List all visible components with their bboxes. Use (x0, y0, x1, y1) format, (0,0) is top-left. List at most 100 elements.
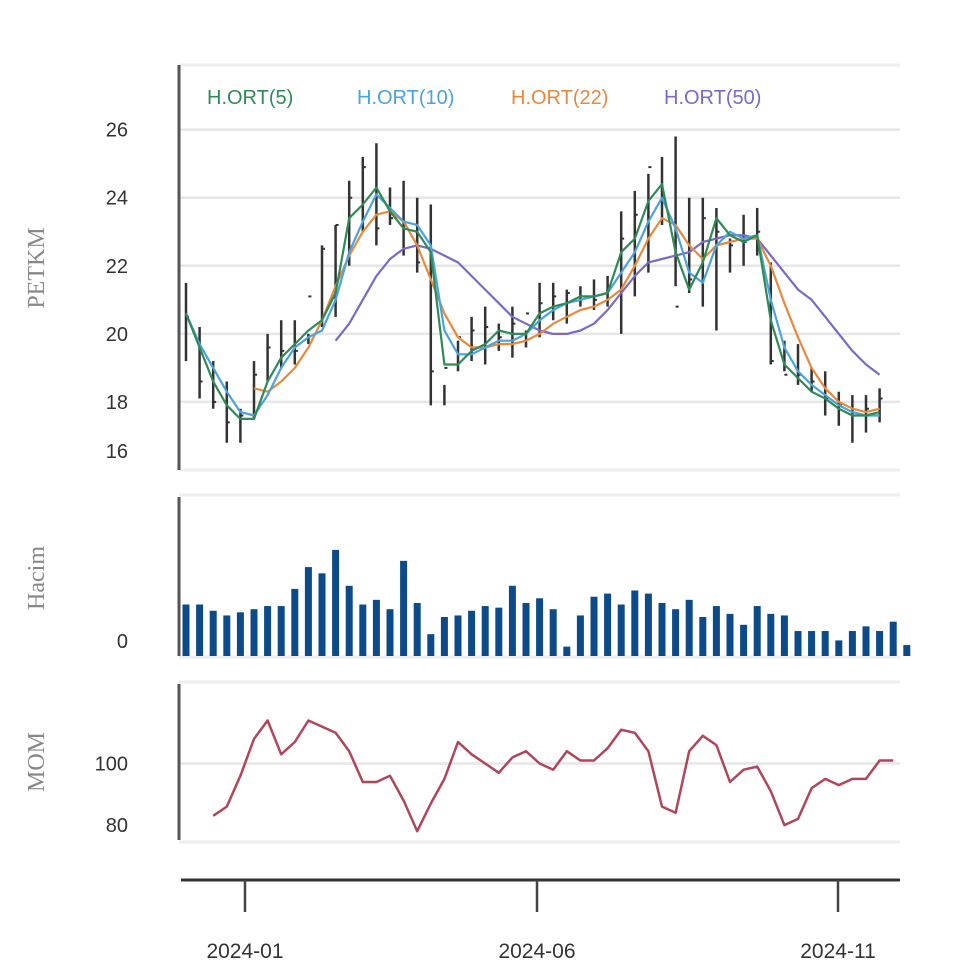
ohlc-bar (429, 204, 434, 406)
ohlc-bar (810, 367, 815, 392)
volume-bar (604, 593, 612, 656)
legend-item-50: H.ORT(50) (664, 87, 761, 109)
ohlc-bar (388, 187, 393, 225)
volume-bar (617, 604, 625, 656)
volume-bar (767, 613, 775, 656)
momentum-axis-title: MOM (24, 732, 50, 792)
volume-bar (264, 606, 272, 656)
ohlc-bar (266, 333, 271, 382)
volume-bar (359, 604, 367, 656)
volume-bar (536, 598, 544, 656)
ohlc-bar (307, 295, 312, 345)
momentum-line (212, 719, 894, 833)
volume-bar (522, 602, 530, 656)
ma-line-10 (184, 193, 880, 417)
volume-bar (712, 606, 720, 656)
ohlc-bar (320, 245, 325, 328)
ohlc-bar (864, 395, 869, 433)
x-tick-label-2024-01: 2024-01 (206, 940, 283, 963)
ohlc-bar (755, 207, 761, 256)
x-tick-label-2024-06: 2024-06 (498, 940, 575, 963)
momentum-y-tick-100: 100 (95, 754, 128, 776)
ohlc-bar (497, 323, 502, 351)
volume-bar (685, 599, 693, 656)
ohlc-bar (674, 136, 679, 308)
volume-bar (318, 573, 326, 656)
ohlc-bar (728, 238, 733, 273)
moving-average-lines (184, 183, 881, 420)
ohlc-bar (715, 207, 720, 331)
volume-bar (508, 585, 516, 656)
price-y-tick-18: 18 (106, 392, 128, 414)
momentum-panel: 80 100 MOM (24, 680, 900, 844)
price-ohlc-bars (184, 136, 883, 443)
price-y-tick-labels: 16 18 20 22 24 26 (106, 120, 128, 463)
volume-bar (658, 602, 666, 656)
volume-y-tick-0: 0 (117, 631, 128, 653)
volume-bar (400, 560, 408, 656)
ohlc-bar (511, 306, 516, 358)
ma-line-50 (334, 234, 881, 376)
volume-bar (903, 645, 911, 656)
legend-item-10: H.ORT(10) (357, 87, 454, 109)
volume-bar (549, 609, 557, 656)
ohlc-bar (592, 279, 597, 311)
volume-bar (672, 609, 680, 656)
volume-bar (481, 606, 489, 656)
volume-bar (182, 604, 190, 656)
volume-panel: 0 Hacim (24, 493, 911, 659)
ohlc-bar (823, 371, 829, 416)
ohlc-bar (878, 388, 883, 423)
ohlc-bar (293, 320, 298, 365)
volume-bar (644, 593, 652, 656)
volume-bar (726, 613, 734, 656)
volume-bar (876, 631, 884, 656)
ma-line-22 (253, 210, 880, 414)
ohlc-bar (198, 327, 203, 399)
volume-bar (304, 567, 312, 656)
ohlc-bar (551, 282, 557, 321)
volume-bar (563, 646, 571, 656)
ohlc-bar (279, 320, 285, 368)
volume-bar (236, 612, 244, 656)
volume-bar (386, 609, 394, 656)
volume-bar (291, 588, 299, 656)
volume-bar (250, 609, 258, 656)
ohlc-bar (565, 289, 570, 324)
x-axis: 2024-01 2024-06 2024-11 (181, 878, 900, 963)
price-y-tick-24: 24 (106, 188, 128, 210)
legend-item-5: H.ORT(5) (207, 87, 293, 109)
ohlc-bar (239, 408, 244, 443)
volume-bar (848, 631, 856, 656)
volume-bar (740, 624, 748, 656)
price-y-tick-16: 16 (106, 441, 128, 463)
volume-bar (780, 615, 788, 656)
volume-bar (372, 599, 380, 656)
legend-item-22: H.ORT(22) (511, 87, 608, 109)
ohlc-bar (538, 282, 543, 338)
ohlc-bar (769, 262, 774, 365)
volume-bar (454, 615, 462, 656)
ohlc-bar (483, 306, 489, 365)
volume-bar (835, 640, 843, 656)
volume-bar (631, 590, 639, 656)
x-ticks: 2024-01 2024-06 2024-11 (206, 880, 876, 963)
volume-axis-title: Hacim (24, 546, 50, 610)
volume-bar (427, 634, 435, 656)
volume-bar (277, 606, 285, 656)
volume-bar (699, 617, 707, 656)
volume-bar (821, 631, 829, 656)
volume-bar (332, 549, 340, 656)
price-gridlines (179, 63, 900, 472)
volume-bar (590, 596, 598, 656)
volume-bar (209, 610, 217, 656)
volume-bar (808, 631, 816, 656)
volume-bar (495, 607, 503, 656)
price-y-tick-22: 22 (106, 256, 128, 278)
volume-bar (576, 615, 584, 656)
price-axis-title: PETKM (24, 227, 50, 308)
volume-bar (794, 631, 802, 656)
ohlc-bar (252, 361, 257, 419)
